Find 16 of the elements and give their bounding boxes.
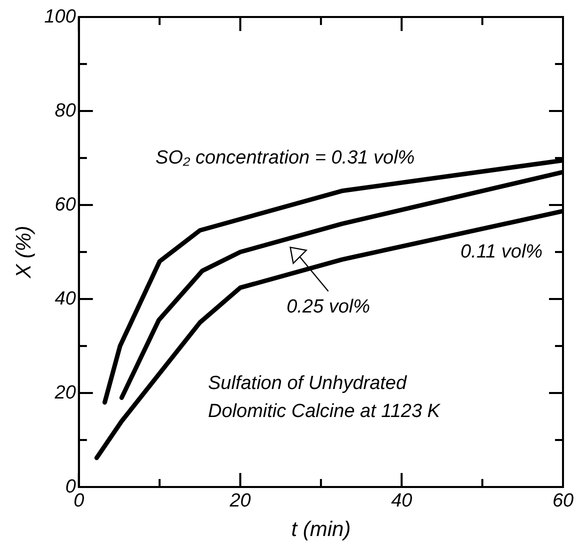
y-tick-label: 40 [54,288,76,310]
y-tick-label: 60 [54,194,76,216]
y-axis-title: X (%) [12,226,36,280]
y-tick-label: 80 [54,100,76,122]
annotation: Sulfation of Unhydrated [208,372,408,394]
annotation: 0.25 vol% [286,296,370,318]
annotation: SO₂ concentration = 0.31 vol% [156,147,415,168]
annotation: Dolomitic Calcine at 1123 K [208,401,442,422]
annotation: 0.11 vol% [460,241,543,262]
y-tick-label: 100 [44,6,76,28]
x-axis-title: t (min) [291,518,351,542]
x-tick-label: 40 [391,490,413,512]
y-tick-label: 20 [54,382,76,404]
x-tick-label: 60 [552,490,574,512]
y-tick-label: 0 [65,476,76,498]
x-tick-label: 20 [228,490,252,512]
